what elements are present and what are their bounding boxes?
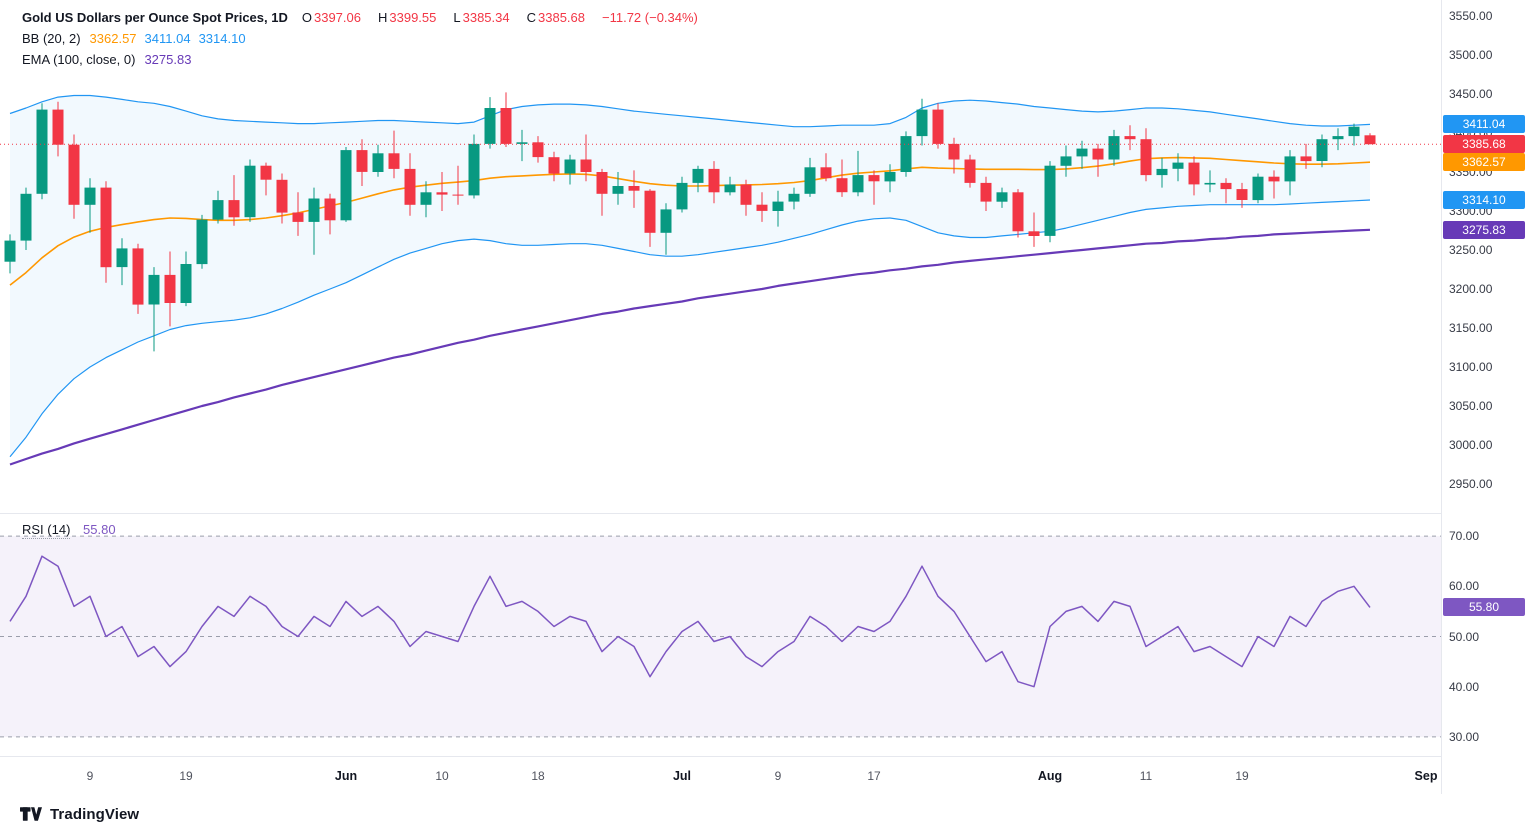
ohlc-high: H 3399.55 bbox=[378, 7, 444, 28]
rsi-axis-tick: 50.00 bbox=[1449, 630, 1480, 644]
bb-legend-row[interactable]: BB (20, 2) 3362.57 3411.04 3314.10 bbox=[22, 28, 706, 49]
price-chart-canvas[interactable] bbox=[0, 0, 1441, 513]
symbol-title[interactable]: Gold US Dollars per Ounce Spot Prices, 1… bbox=[22, 10, 288, 25]
low-label: L bbox=[453, 10, 461, 25]
rsi-axis-tick: 40.00 bbox=[1449, 680, 1480, 694]
price-axis-tick: 3250.00 bbox=[1449, 243, 1493, 257]
price-axis-badge: 3411.04 bbox=[1443, 115, 1525, 133]
chart-legend: Gold US Dollars per Ounce Spot Prices, 1… bbox=[22, 7, 706, 70]
time-axis-tick: 17 bbox=[867, 769, 881, 783]
tradingview-wordmark[interactable]: TradingView bbox=[50, 805, 140, 823]
rsi-chart-svg bbox=[0, 535, 1441, 738]
ema-value: 3275.83 bbox=[144, 52, 192, 67]
time-axis-tick: 9 bbox=[774, 769, 782, 783]
price-axis-badge: 3385.68 bbox=[1443, 135, 1525, 153]
price-axis-tick: 3450.00 bbox=[1449, 87, 1493, 101]
time-axis-tick: 9 bbox=[86, 769, 94, 783]
time-axis-tick: Aug bbox=[1037, 769, 1063, 783]
time-axis-tick: Jun bbox=[334, 769, 358, 783]
close-value: 3385.68 bbox=[538, 10, 585, 25]
rsi-legend-row[interactable]: RSI (14) 55.80 bbox=[22, 520, 116, 540]
ohlc-open: O 3397.06 bbox=[302, 7, 369, 28]
price-axis-tick: 2950.00 bbox=[1449, 477, 1493, 491]
time-axis[interactable]: 9 19 Jun 10 18 Jul 9 17 Aug 11 19 Sep bbox=[0, 758, 1441, 794]
ema-label: EMA (100, close, 0) bbox=[22, 52, 136, 67]
low-value: 3385.34 bbox=[462, 10, 510, 25]
price-axis[interactable]: 3550.00 3500.00 3450.00 3400.00 3350.00 3300.… bbox=[1441, 0, 1536, 794]
time-axis-tick: Jul bbox=[672, 769, 692, 783]
bb-basis-value: 3362.57 bbox=[89, 31, 137, 46]
rsi-value: 55.80 bbox=[83, 522, 116, 537]
rsi-axis-tick: 60.00 bbox=[1449, 579, 1480, 593]
price-axis-tick: 3000.00 bbox=[1449, 438, 1493, 452]
bb-upper-value: 3411.04 bbox=[144, 31, 191, 46]
price-axis-badge: 3362.57 bbox=[1443, 153, 1525, 171]
rsi-pane[interactable]: RSI (14) 55.80 bbox=[0, 515, 1441, 757]
rsi-label: RSI (14) bbox=[22, 522, 71, 539]
bb-label: BB (20, 2) bbox=[22, 31, 81, 46]
open-value: 3397.06 bbox=[313, 10, 361, 25]
price-axis-tick: 3550.00 bbox=[1449, 9, 1493, 23]
time-axis-tick: 19 bbox=[1235, 769, 1249, 783]
price-axis-tick: 3500.00 bbox=[1449, 48, 1493, 62]
ohlc-low: L 3385.34 bbox=[453, 7, 517, 28]
price-axis-badge: 3275.83 bbox=[1443, 221, 1525, 239]
close-label: C bbox=[526, 10, 536, 25]
bottom-bar: TradingView bbox=[0, 794, 1536, 834]
rsi-chart-canvas[interactable] bbox=[0, 515, 1441, 756]
rsi-axis-tick: 70.00 bbox=[1449, 529, 1480, 543]
price-axis-tick: 3100.00 bbox=[1449, 360, 1493, 374]
high-value: 3399.55 bbox=[389, 10, 437, 25]
symbol-legend-row[interactable]: Gold US Dollars per Ounce Spot Prices, 1… bbox=[22, 7, 706, 28]
time-axis-tick: 19 bbox=[179, 769, 193, 783]
price-axis-badge: 3314.10 bbox=[1443, 191, 1525, 209]
price-axis-tick: 3200.00 bbox=[1449, 282, 1493, 296]
tradingview-logo-icon[interactable] bbox=[20, 807, 42, 821]
time-axis-tick: 11 bbox=[1139, 769, 1153, 783]
high-label: H bbox=[377, 10, 388, 25]
time-axis-tick: 18 bbox=[531, 769, 545, 783]
open-label: O bbox=[301, 10, 312, 25]
ohlc-close: C 3385.68 bbox=[527, 7, 593, 28]
change-value: −11.72 (−0.34%) bbox=[602, 10, 698, 25]
price-pane[interactable]: Gold US Dollars per Ounce Spot Prices, 1… bbox=[0, 0, 1441, 514]
time-axis-tick: 10 bbox=[435, 769, 449, 783]
ema-legend-row[interactable]: EMA (100, close, 0) 3275.83 bbox=[22, 49, 706, 70]
rsi-axis-badge: 55.80 bbox=[1443, 598, 1525, 616]
price-axis-tick: 3150.00 bbox=[1449, 321, 1493, 335]
bb-lower-value: 3314.10 bbox=[198, 31, 246, 46]
rsi-axis-tick: 30.00 bbox=[1449, 730, 1480, 744]
time-axis-tick: Sep bbox=[1414, 769, 1438, 783]
price-chart-svg bbox=[0, 92, 1441, 466]
price-axis-tick: 3050.00 bbox=[1449, 399, 1493, 413]
